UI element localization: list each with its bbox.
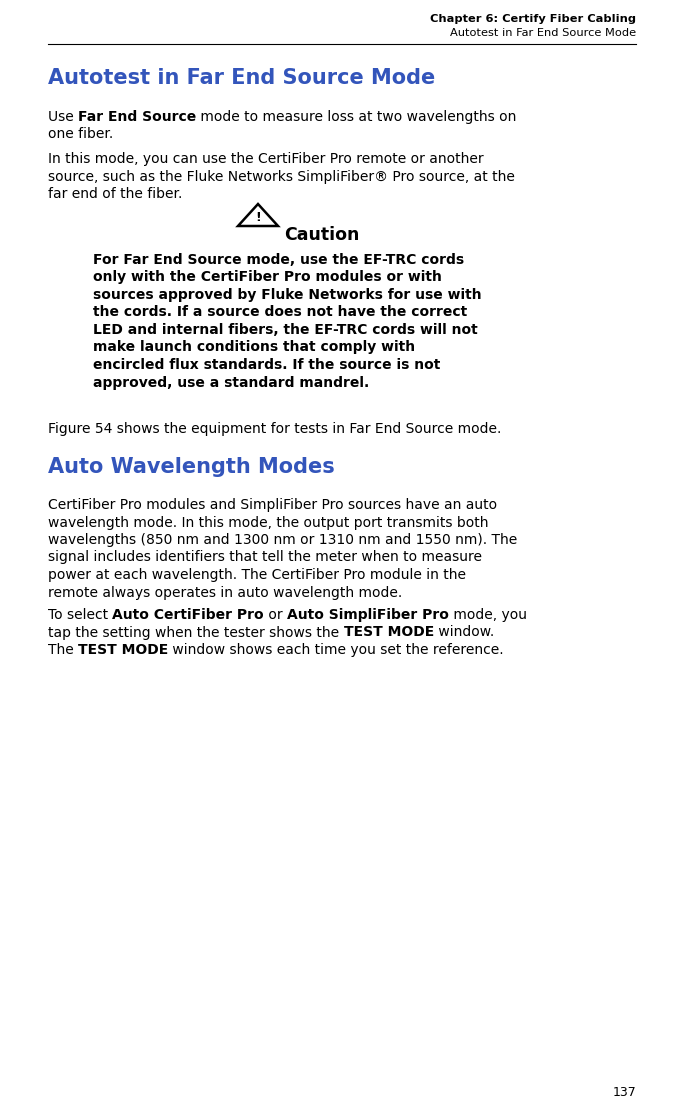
Text: 137: 137 [612,1086,636,1099]
Text: Use: Use [48,109,78,124]
Text: mode, you: mode, you [449,608,527,622]
Text: Auto CertiFiber Pro: Auto CertiFiber Pro [113,608,264,622]
Text: Caution: Caution [284,226,359,244]
Text: sources approved by Fluke Networks for use with: sources approved by Fluke Networks for u… [93,288,482,302]
Text: !: ! [255,211,261,225]
Text: In this mode, you can use the CertiFiber Pro remote or another: In this mode, you can use the CertiFiber… [48,152,483,166]
Text: remote always operates in auto wavelength mode.: remote always operates in auto wavelengt… [48,585,402,599]
Text: tap the setting when the tester shows the: tap the setting when the tester shows th… [48,626,344,639]
Text: window.: window. [434,626,494,639]
Text: signal includes identifiers that tell the meter when to measure: signal includes identifiers that tell th… [48,551,482,564]
Text: Far End Source: Far End Source [78,109,196,124]
Text: Auto Wavelength Modes: Auto Wavelength Modes [48,457,335,477]
Text: Chapter 6: Certify Fiber Cabling: Chapter 6: Certify Fiber Cabling [430,14,636,24]
Text: Autotest in Far End Source Mode: Autotest in Far End Source Mode [48,67,435,88]
Text: LED and internal fibers, the EF-TRC cords will not: LED and internal fibers, the EF-TRC cord… [93,323,478,337]
Text: Auto SimpliFiber Pro: Auto SimpliFiber Pro [287,608,449,622]
Text: window shows each time you set the reference.: window shows each time you set the refer… [168,643,504,657]
Text: mode to measure loss at two wavelengths on: mode to measure loss at two wavelengths … [196,109,517,124]
Text: wavelengths (850 nm and 1300 nm or 1310 nm and 1550 nm). The: wavelengths (850 nm and 1300 nm or 1310 … [48,533,517,547]
Text: make launch conditions that comply with: make launch conditions that comply with [93,341,415,355]
Text: To select: To select [48,608,113,622]
Text: TEST MODE: TEST MODE [78,643,168,657]
Text: TEST MODE: TEST MODE [344,626,434,639]
Text: approved, use a standard mandrel.: approved, use a standard mandrel. [93,376,369,389]
Text: source, such as the Fluke Networks SimpliFiber® Pro source, at the: source, such as the Fluke Networks Simpl… [48,169,515,184]
Text: the cords. If a source does not have the correct: the cords. If a source does not have the… [93,305,467,320]
Text: Figure 54 shows the equipment for tests in Far End Source mode.: Figure 54 shows the equipment for tests … [48,422,502,436]
Text: one fiber.: one fiber. [48,127,113,142]
Text: CertiFiber Pro modules and SimpliFiber Pro sources have an auto: CertiFiber Pro modules and SimpliFiber P… [48,498,497,512]
Text: or: or [264,608,287,622]
Text: only with the CertiFiber Pro modules or with: only with the CertiFiber Pro modules or … [93,271,442,284]
Text: far end of the fiber.: far end of the fiber. [48,187,182,201]
Text: For Far End Source mode, use the EF-TRC cords: For Far End Source mode, use the EF-TRC … [93,253,464,267]
Text: power at each wavelength. The CertiFiber Pro module in the: power at each wavelength. The CertiFiber… [48,568,466,582]
Text: wavelength mode. In this mode, the output port transmits both: wavelength mode. In this mode, the outpu… [48,515,489,530]
Text: Autotest in Far End Source Mode: Autotest in Far End Source Mode [450,28,636,38]
Text: The: The [48,643,78,657]
Text: encircled flux standards. If the source is not: encircled flux standards. If the source … [93,358,440,372]
